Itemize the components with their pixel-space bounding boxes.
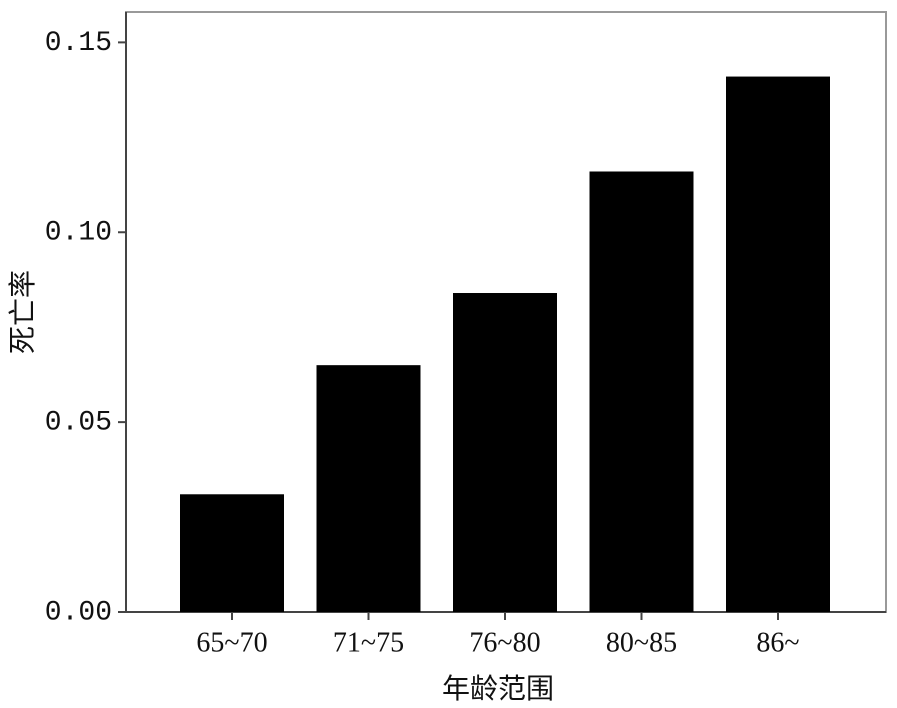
bar [316, 365, 421, 612]
y-tick-label: 0.05 [45, 408, 112, 439]
x-tick-label: 80~85 [606, 627, 677, 658]
bar [453, 293, 557, 612]
x-axis-label: 年龄范围 [442, 672, 554, 705]
x-tick-label: 71~75 [333, 627, 404, 658]
bar [726, 76, 830, 613]
y-tick-label: 0.00 [45, 597, 112, 628]
y-tick-label: 0.10 [45, 218, 112, 249]
y-axis-label: 死亡率 [6, 270, 39, 354]
x-tick-label: 86~ [756, 627, 799, 658]
bar [589, 171, 694, 613]
x-tick-label: 76~80 [469, 627, 540, 658]
x-tick-label: 65~70 [196, 627, 267, 658]
y-tick-label: 0.15 [45, 28, 112, 59]
bar [180, 494, 284, 612]
